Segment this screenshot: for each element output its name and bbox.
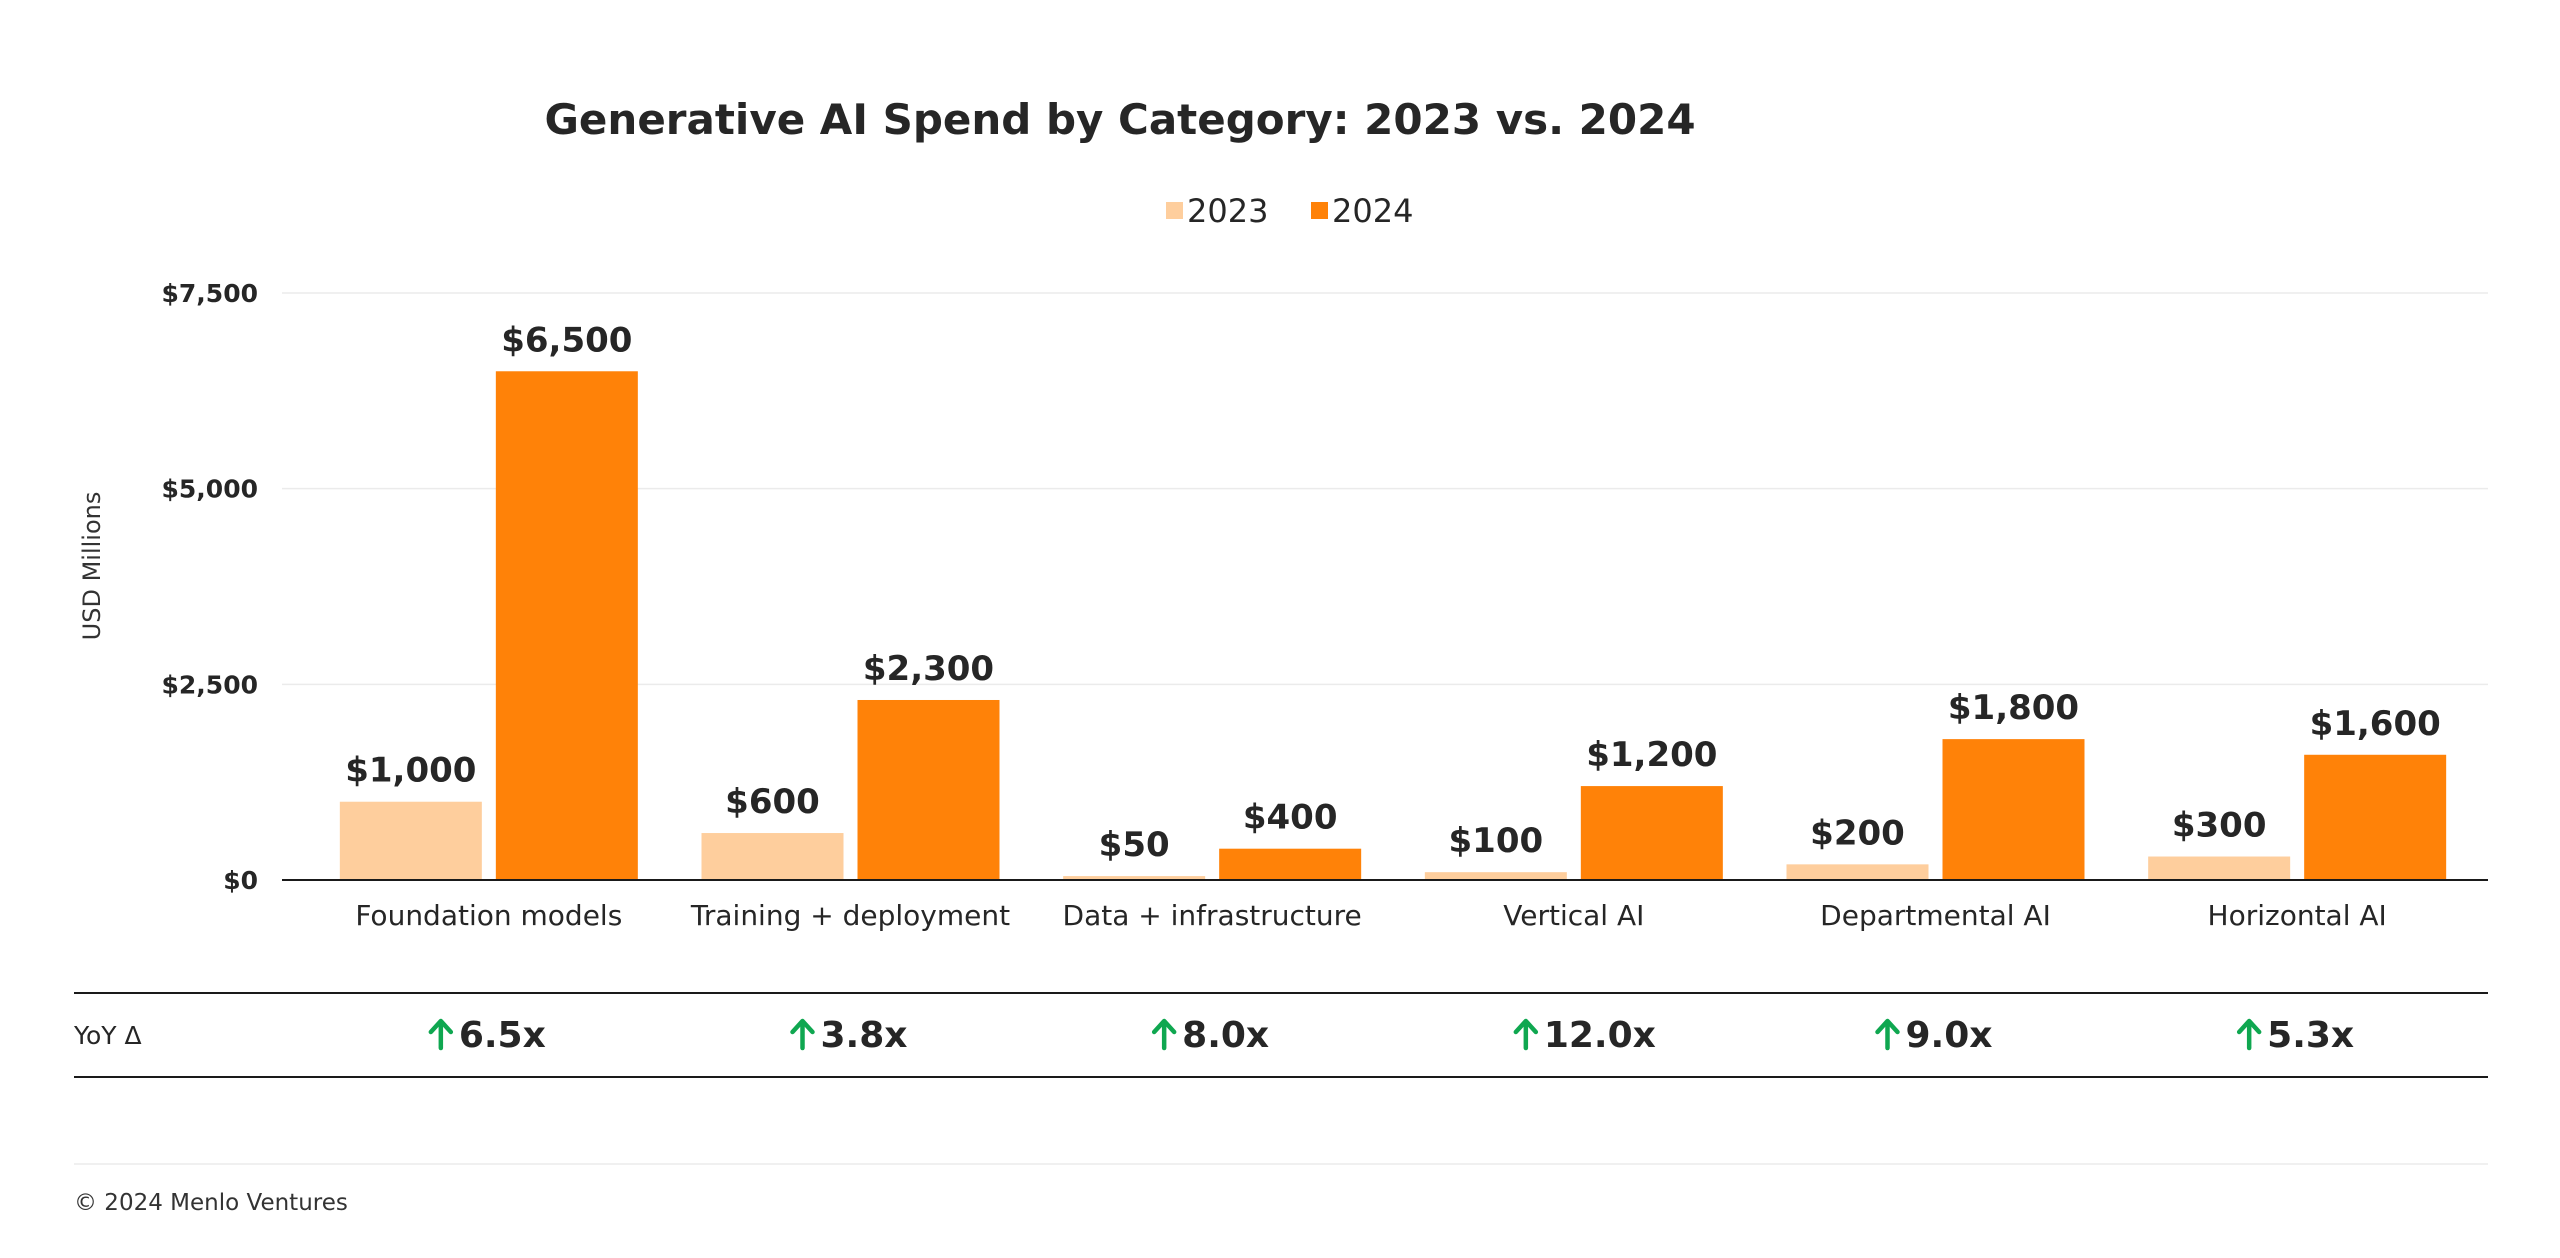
legend: 2023 2024 <box>1166 192 1413 230</box>
bar-value-label: $1,600 <box>2310 704 2441 744</box>
bar-labels: $1,000 $6,500 $600 $2,300 $50 $400 $100 $1,200 $… <box>345 320 2441 865</box>
x-tick-label: Foundation models <box>355 899 622 932</box>
yoy-value: 5.3x <box>2267 1015 2354 1056</box>
bar-2023-0 <box>339 801 482 880</box>
bar-2023-2 <box>1063 876 1206 880</box>
yoy-value: 8.0x <box>1182 1015 1269 1056</box>
bar-2024-1 <box>857 699 1000 880</box>
bar-value-label: $300 <box>2172 806 2267 846</box>
chart-title: Generative AI Spend by Category: 2023 vs… <box>544 95 1695 144</box>
y-tick-label: $2,500 <box>162 670 258 699</box>
bar-2024-0 <box>495 371 638 880</box>
legend-label-2023: 2023 <box>1187 192 1268 230</box>
y-tick-label: $0 <box>223 866 258 895</box>
yoy-value: 3.8x <box>821 1015 908 1056</box>
x-axis: Foundation models Training + deployment Da… <box>282 879 2488 932</box>
gridlines <box>282 292 2488 686</box>
bar-value-label: $600 <box>725 782 820 822</box>
up-arrow-icon <box>428 1018 454 1051</box>
bar-value-label: $100 <box>1449 821 1544 861</box>
up-arrow-head <box>1151 1018 1177 1035</box>
bar-value-label: $50 <box>1099 825 1170 865</box>
yoy-value: 9.0x <box>1906 1015 1993 1056</box>
up-arrow-icon <box>2236 1018 2262 1051</box>
bar-value-label: $6,500 <box>501 320 632 360</box>
up-arrow-icon <box>1513 1018 1539 1051</box>
bar-2023-4 <box>1786 864 1929 880</box>
y-tick-label: $5,000 <box>162 475 258 504</box>
bar-value-label: $2,300 <box>863 649 994 689</box>
bar-value-label: $1,200 <box>1586 735 1717 775</box>
up-arrow-head <box>1875 1018 1900 1035</box>
up-arrow-icon <box>790 1018 815 1051</box>
bar-2024-5 <box>2304 754 2447 880</box>
bars <box>339 371 2447 880</box>
x-tick-label: Horizontal AI <box>2208 899 2387 932</box>
y-tick-label: $7,500 <box>162 279 258 308</box>
x-tick-label: Training + deployment <box>690 899 1010 932</box>
bar-2023-5 <box>2148 856 2291 880</box>
x-tick-label: Data + infrastructure <box>1063 899 1362 932</box>
yoy-value: 6.5x <box>459 1015 546 1056</box>
yoy-table: YoY Δ 6.5x 3.8x 8.0x 12.0x 9.0x 5.3x <box>73 992 2488 1165</box>
y-axis-label: USD Millions <box>78 492 106 641</box>
up-arrow-head <box>1513 1018 1539 1035</box>
bar-value-label: $400 <box>1243 798 1338 838</box>
bar-value-label: $200 <box>1810 813 1905 853</box>
x-tick-label: Vertical AI <box>1503 899 1644 932</box>
bar-2024-2 <box>1219 848 1362 880</box>
bar-value-label: $1,000 <box>345 751 476 791</box>
up-arrow-icon <box>1151 1018 1177 1051</box>
legend-swatch-2024 <box>1311 202 1328 219</box>
yoy-row-label: YoY Δ <box>73 1021 142 1050</box>
copyright-footer: © 2024 Menlo Ventures <box>74 1190 348 1216</box>
bar-2023-3 <box>1424 872 1567 880</box>
bar-2024-3 <box>1580 786 1723 880</box>
yoy-value: 12.0x <box>1544 1015 1656 1056</box>
bar-2024-4 <box>1942 739 2085 880</box>
legend-label-2024: 2024 <box>1332 192 1413 230</box>
up-arrow-head <box>428 1018 454 1035</box>
up-arrow-head <box>2236 1018 2262 1035</box>
bar-2023-1 <box>701 833 844 880</box>
legend-swatch-2023 <box>1166 202 1183 219</box>
x-tick-label: Departmental AI <box>1820 899 2051 932</box>
up-arrow-head <box>790 1018 815 1035</box>
up-arrow-icon <box>1875 1018 1900 1051</box>
y-axis: $0 $2,500 $5,000 $7,500 <box>162 279 258 895</box>
bar-value-label: $1,800 <box>1948 688 2079 728</box>
